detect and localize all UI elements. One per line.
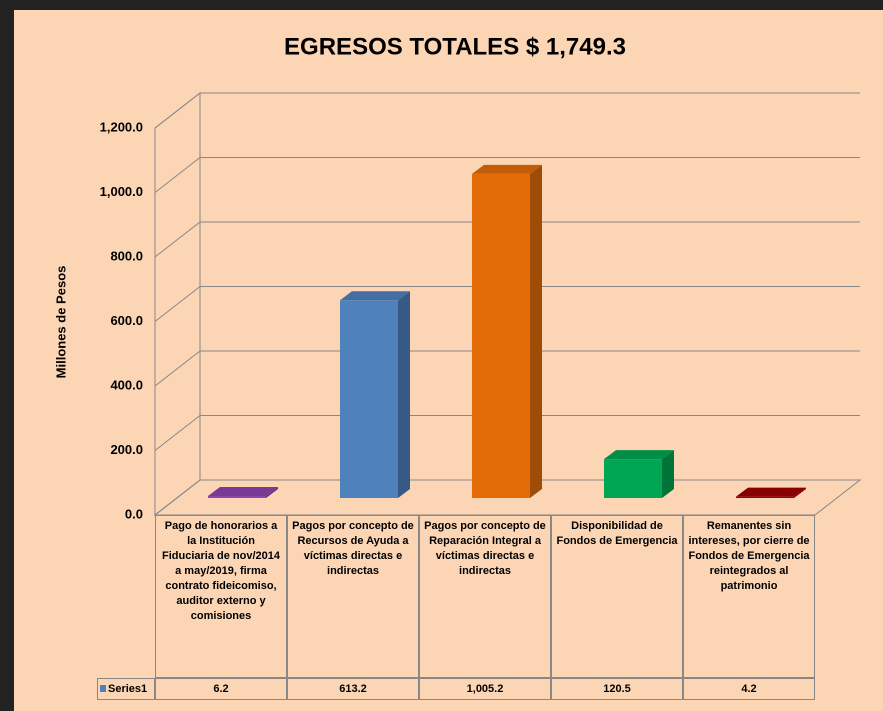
bar-top: [340, 291, 410, 301]
y-tick-label: 400.0: [110, 377, 143, 392]
y-tick-label: 1,200.0: [100, 119, 143, 134]
value-cell: 120.5: [551, 678, 683, 700]
grid-line: [154, 157, 860, 193]
y-tick-label: 1,000.0: [100, 184, 143, 199]
y-axis-label: Millones de Pesos: [53, 266, 68, 379]
bar-side: [662, 450, 674, 498]
legend-swatch: [100, 685, 106, 692]
bar-top: [736, 487, 806, 497]
bar-top: [604, 450, 674, 460]
value-cell: 4.2: [683, 678, 815, 700]
bar-side: [530, 164, 542, 498]
category-cell: Pagos por concepto de Recursos de Ayuda …: [287, 515, 419, 678]
bar: [736, 496, 794, 498]
value-cell: 613.2: [287, 678, 419, 700]
legend-label: Series1: [108, 683, 148, 695]
grid-line: [154, 415, 860, 451]
legend-cell: Series1: [97, 678, 155, 700]
grid-line: [154, 221, 860, 258]
bar: [208, 496, 266, 498]
bar: [472, 173, 530, 498]
bar-side: [398, 291, 410, 498]
bar-top: [472, 164, 542, 174]
grid-line: [154, 92, 860, 129]
y-tick-label: 0.0: [125, 506, 143, 521]
category-cell: Disponibilidad de Fondos de Emergencia: [551, 515, 683, 678]
category-cell: Remanentes sin intereses, por cierre de …: [683, 515, 815, 678]
category-cell: Pago de honorarios a la Institución Fidu…: [155, 515, 287, 678]
grid-line: [154, 286, 860, 322]
grid-line: [154, 350, 860, 387]
bar-side: [794, 487, 806, 498]
value-cell: 6.2: [155, 678, 287, 700]
bar: [604, 459, 662, 498]
bar: [340, 300, 398, 498]
chart-area: [14, 10, 883, 711]
category-cell: Pagos por concepto de Reparación Integra…: [419, 515, 551, 678]
y-tick-label: 600.0: [110, 313, 143, 328]
y-tick-label: 800.0: [110, 248, 143, 263]
y-tick-label: 200.0: [110, 442, 143, 457]
chart-title: EGRESOS TOTALES $ 1,749.3: [284, 33, 626, 60]
bar-top: [208, 487, 278, 497]
value-cell: 1,005.2: [419, 678, 551, 700]
bar-side: [266, 487, 278, 498]
